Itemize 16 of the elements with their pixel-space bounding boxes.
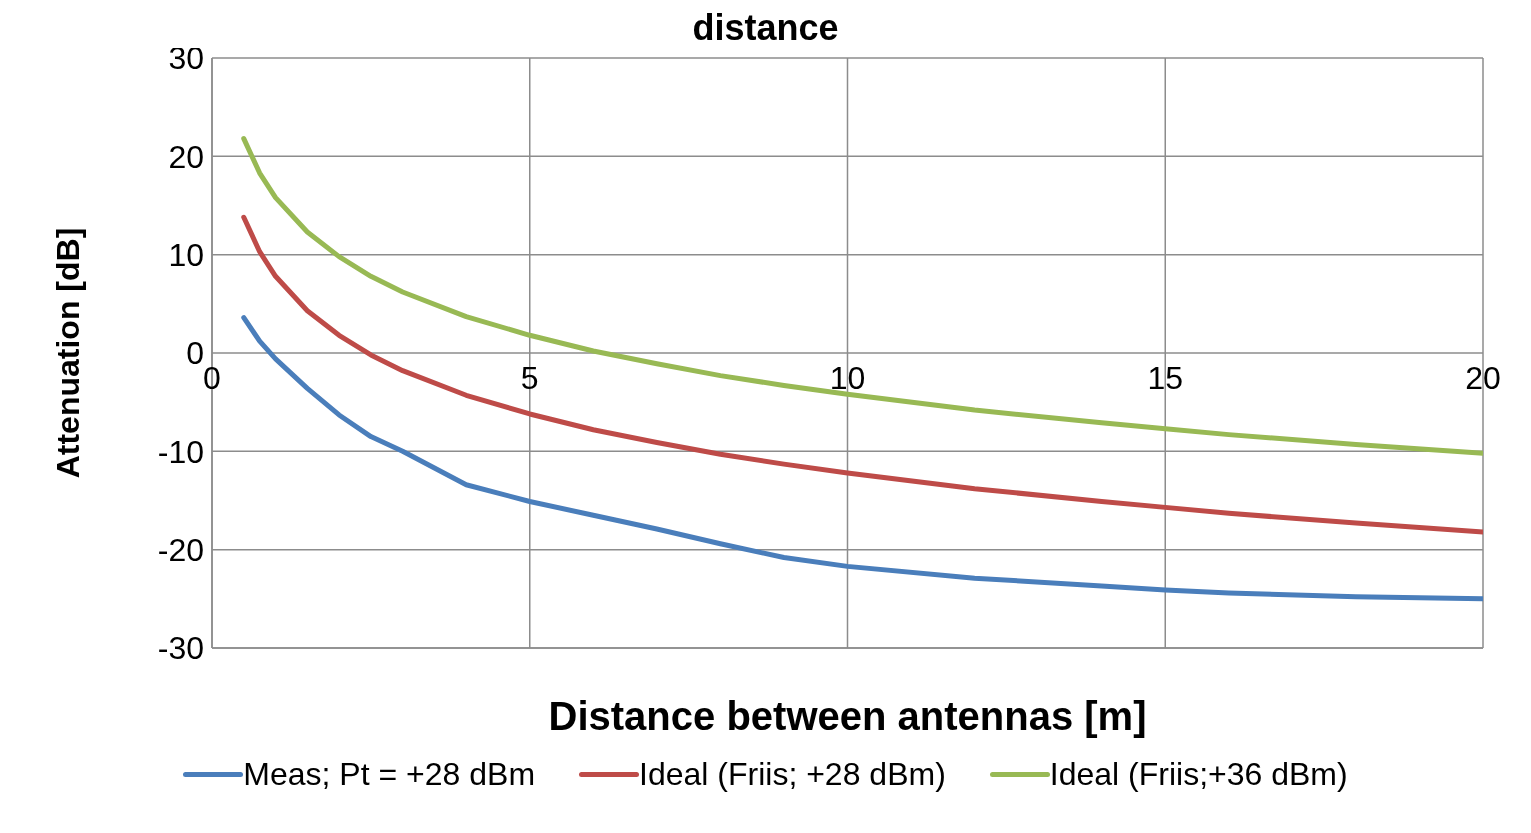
y-tick-label: 0: [186, 335, 204, 372]
x-tick-label: 10: [829, 360, 866, 396]
y-tick-label: 10: [168, 237, 204, 274]
x-axis-title: Distance between antennas [m]: [548, 694, 1147, 738]
y-tick-label: -30: [157, 630, 204, 667]
x-tick-label: 5: [520, 360, 539, 396]
y-tick-label: -20: [157, 532, 204, 569]
legend-label: Meas; Pt = +28 dBm: [243, 756, 536, 793]
x-tick-label: 15: [1147, 360, 1184, 396]
y-tick-label: 20: [168, 138, 204, 175]
y-tick-label: -10: [157, 433, 204, 470]
legend-label: Ideal (Friis; +28 dBm): [639, 756, 946, 793]
legend-label: Ideal (Friis;+36 dBm): [1049, 756, 1348, 793]
x-tick-label: 20: [1465, 360, 1501, 396]
y-axis-title: Attenuation [dB]: [50, 227, 87, 479]
chart-title: distance: [692, 7, 839, 48]
